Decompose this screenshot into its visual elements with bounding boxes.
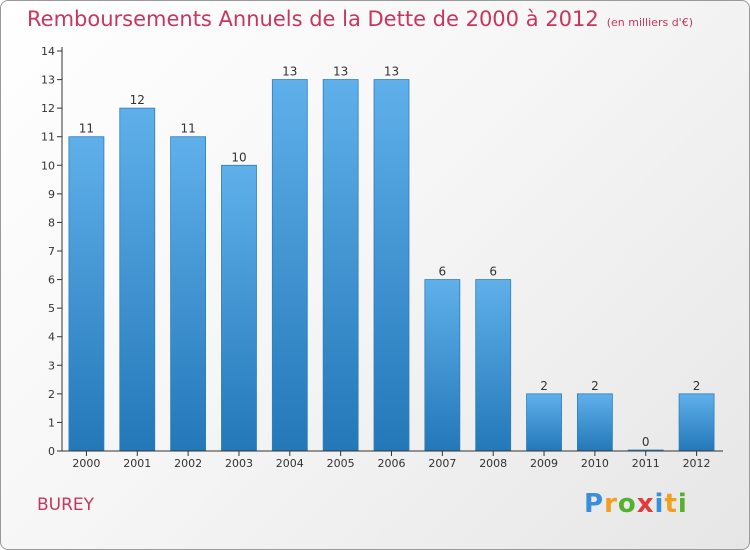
bar — [576, 393, 613, 452]
x-tick-label: 2003 — [225, 457, 253, 470]
chart-title: Remboursements Annuels de la Dette de 20… — [27, 7, 693, 31]
y-tick-label: 3 — [48, 359, 55, 372]
logo-letter: t — [664, 489, 678, 519]
data-label: 6 — [489, 265, 497, 279]
data-label: 13 — [282, 65, 297, 79]
y-tick-label: 12 — [41, 102, 55, 115]
bars — [68, 79, 715, 452]
logo-letter: x — [636, 489, 655, 519]
y-tick-label: 13 — [41, 74, 55, 87]
y-tick-label: 10 — [41, 159, 55, 172]
bar — [475, 279, 512, 452]
y-tick-label: 6 — [48, 274, 55, 287]
x-tick-label: 2008 — [479, 457, 507, 470]
x-tick-label: 2011 — [632, 457, 660, 470]
y-tick-label: 7 — [48, 245, 55, 258]
data-label: 0 — [642, 435, 650, 449]
x-tick-label: 2006 — [378, 457, 406, 470]
x-tick-label: 2004 — [276, 457, 304, 470]
x-tick-label: 2001 — [123, 457, 151, 470]
y-tick-label: 5 — [48, 302, 55, 315]
y-tick-label: 14 — [41, 45, 55, 58]
bar — [170, 136, 207, 452]
x-axis: 2000 2001 2002 2003 2004 2005 2006 2007 2008 2009… — [62, 450, 723, 470]
bar — [373, 79, 410, 452]
data-label: 2 — [591, 379, 599, 393]
data-label: 11 — [180, 122, 195, 136]
y-tick-label: 0 — [48, 445, 55, 458]
x-tick-label: 2010 — [581, 457, 609, 470]
x-tick-label: 2000 — [72, 457, 100, 470]
title-text: Remboursements Annuels de la Dette de 20… — [27, 7, 599, 31]
bar — [322, 79, 359, 452]
x-tick-label: 2012 — [683, 457, 711, 470]
data-label: 2 — [540, 379, 548, 393]
y-tick-label: 8 — [48, 216, 55, 229]
data-label: 10 — [231, 150, 246, 164]
logo-letter: P — [584, 489, 605, 519]
y-tick-label: 4 — [48, 331, 55, 344]
logo-letter: i — [654, 489, 665, 519]
data-label: 11 — [79, 122, 94, 136]
y-tick-label: 2 — [48, 388, 55, 401]
logo-letter: r — [604, 489, 618, 519]
chart-subtitle: (en milliers d'€) — [606, 16, 693, 29]
proxiti-logo: Proxiti — [584, 489, 688, 519]
x-tick-label: 2007 — [428, 457, 456, 470]
bar — [68, 136, 105, 452]
logo-letter: o — [617, 489, 637, 519]
bar — [119, 107, 156, 452]
data-label: 13 — [333, 65, 348, 79]
data-labels: 11 12 11 10 13 13 13 6 6 2 2 0 2 — [79, 65, 701, 449]
bar — [424, 279, 461, 452]
x-tick-label: 2009 — [530, 457, 558, 470]
bar — [271, 79, 308, 452]
y-tick-label: 1 — [48, 416, 55, 429]
bar — [678, 393, 715, 452]
data-label: 6 — [439, 265, 447, 279]
data-label: 12 — [130, 93, 145, 107]
y-tick-label: 9 — [48, 188, 55, 201]
x-tick-label: 2005 — [327, 457, 355, 470]
bar — [221, 164, 257, 452]
bar — [526, 393, 562, 452]
data-label: 13 — [384, 65, 399, 79]
x-tick-label: 2002 — [174, 457, 202, 470]
data-label: 2 — [693, 379, 701, 393]
logo-letter: i — [677, 489, 688, 519]
commune-name: BUREY — [37, 495, 95, 515]
y-tick-label: 11 — [41, 131, 55, 144]
